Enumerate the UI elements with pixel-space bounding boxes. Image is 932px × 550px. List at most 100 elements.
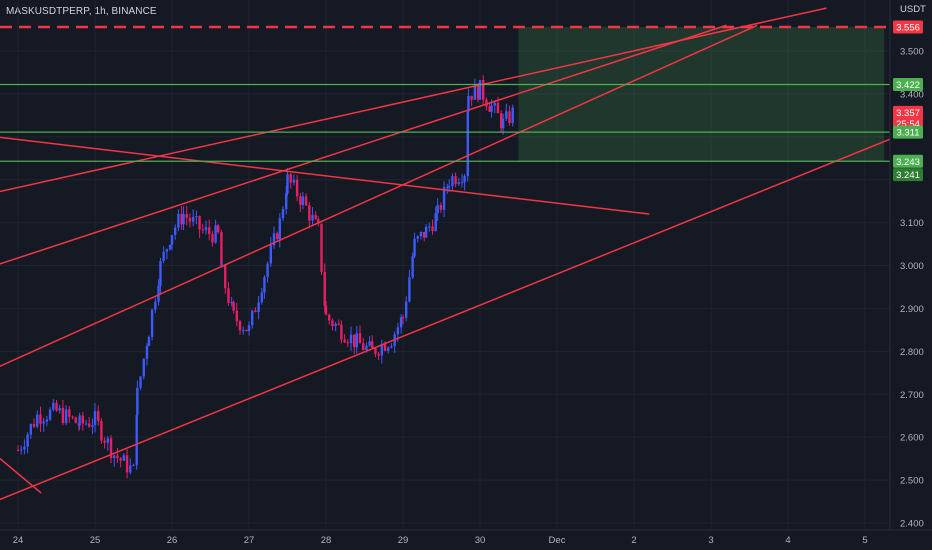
candle-body (380, 344, 384, 356)
candle-body (424, 226, 428, 238)
candle-body (139, 376, 142, 388)
candle-body (100, 420, 103, 441)
candle-body (466, 111, 470, 177)
candle-body (136, 387, 139, 416)
candle-body (214, 225, 217, 243)
candle-body (408, 277, 411, 302)
candle-body (88, 423, 91, 427)
candle-body (52, 402, 55, 410)
candle-body (422, 231, 426, 238)
price-tick: 2.400 (900, 519, 924, 530)
candle-body (401, 317, 405, 319)
price-axis-unit: USDT (900, 4, 926, 15)
price-tag-label: 3.422 (896, 80, 920, 91)
candle-body (508, 111, 511, 124)
candle-body (142, 358, 145, 377)
trend-line-6[interactable] (0, 454, 42, 494)
candle-body (26, 434, 29, 447)
candle-body (168, 244, 172, 250)
candle-body (150, 309, 154, 337)
candle-body (419, 231, 423, 237)
time-tick: Dec (549, 535, 566, 546)
candle-body (346, 342, 350, 344)
candle-body (478, 79, 482, 100)
candle-body (365, 345, 368, 351)
candle-body (276, 233, 279, 240)
candle-body (476, 84, 480, 100)
candle-body (165, 249, 169, 252)
candle-body (260, 292, 264, 303)
time-tick: 5 (862, 535, 867, 546)
candle-body (23, 446, 26, 450)
price-tick: 3.000 (900, 261, 924, 272)
horizontal-levels[interactable] (0, 25, 890, 162)
time-tick: 28 (321, 535, 332, 546)
candle-body (177, 213, 180, 228)
candle-body (147, 336, 151, 346)
candle-body (446, 187, 449, 189)
candle-body (42, 421, 45, 424)
candle-body (286, 174, 289, 194)
candle-body (399, 317, 403, 328)
candle-body (242, 329, 245, 331)
candle-body (191, 217, 195, 222)
trend-line-3[interactable] (0, 24, 727, 265)
candle-body (78, 415, 81, 426)
time-tick: 29 (398, 535, 409, 546)
price-tag-bg (893, 154, 923, 168)
price-tick: 2.900 (900, 304, 924, 315)
candle-body (32, 424, 36, 427)
symbol-title: MASKUSDTPERP, 1h, BINANCE (6, 6, 157, 17)
candle-body (314, 215, 317, 220)
candle-body (122, 455, 126, 461)
candle-body (434, 213, 437, 232)
candle-body (201, 229, 204, 231)
time-axis[interactable]: 24 25 26 27 28 29 30 Dec 2 3 4 5 (0, 529, 932, 546)
trend-line-1[interactable] (0, 136, 650, 215)
candle-body (304, 196, 308, 206)
candle-body (97, 410, 100, 421)
price-tag-bg (893, 77, 923, 91)
trend-line-5[interactable] (0, 136, 897, 502)
time-tick: 2 (631, 535, 636, 546)
candle-body (285, 193, 288, 210)
candle-body (454, 176, 457, 185)
candle-body (353, 334, 356, 348)
price-tag-bg (893, 105, 923, 130)
candle-body (159, 260, 162, 286)
time-tick: 30 (475, 535, 486, 546)
price-tag-bg (893, 168, 923, 182)
candle-body (396, 327, 400, 335)
candle-body (29, 424, 33, 435)
target-zone (518, 26, 885, 162)
price-tick: 3.500 (900, 47, 924, 58)
candle-body (343, 339, 346, 343)
candle-body (154, 301, 157, 310)
candle-body (71, 416, 74, 418)
time-tick: 3 (708, 535, 713, 546)
candle-body (377, 354, 380, 356)
candle-body (301, 196, 305, 205)
candle-body (374, 347, 377, 355)
candle-body (485, 99, 488, 107)
candle-body (324, 305, 328, 315)
candle-body (428, 226, 431, 228)
trend-line-4[interactable] (0, 24, 758, 368)
candle-body (368, 341, 371, 346)
candle-body (55, 402, 58, 411)
candle-body (132, 465, 135, 467)
candle-body (247, 325, 251, 332)
candle-body (299, 196, 302, 205)
grid (0, 0, 890, 530)
candle-body (204, 227, 208, 231)
candles (16, 75, 514, 479)
candle-body (116, 455, 119, 459)
candle-body (355, 333, 358, 348)
candle-body (490, 105, 493, 112)
candle-body (81, 415, 85, 424)
candle-body (416, 236, 419, 239)
candle-body (235, 310, 239, 322)
candle-body (185, 214, 188, 218)
candle-body (383, 344, 387, 351)
